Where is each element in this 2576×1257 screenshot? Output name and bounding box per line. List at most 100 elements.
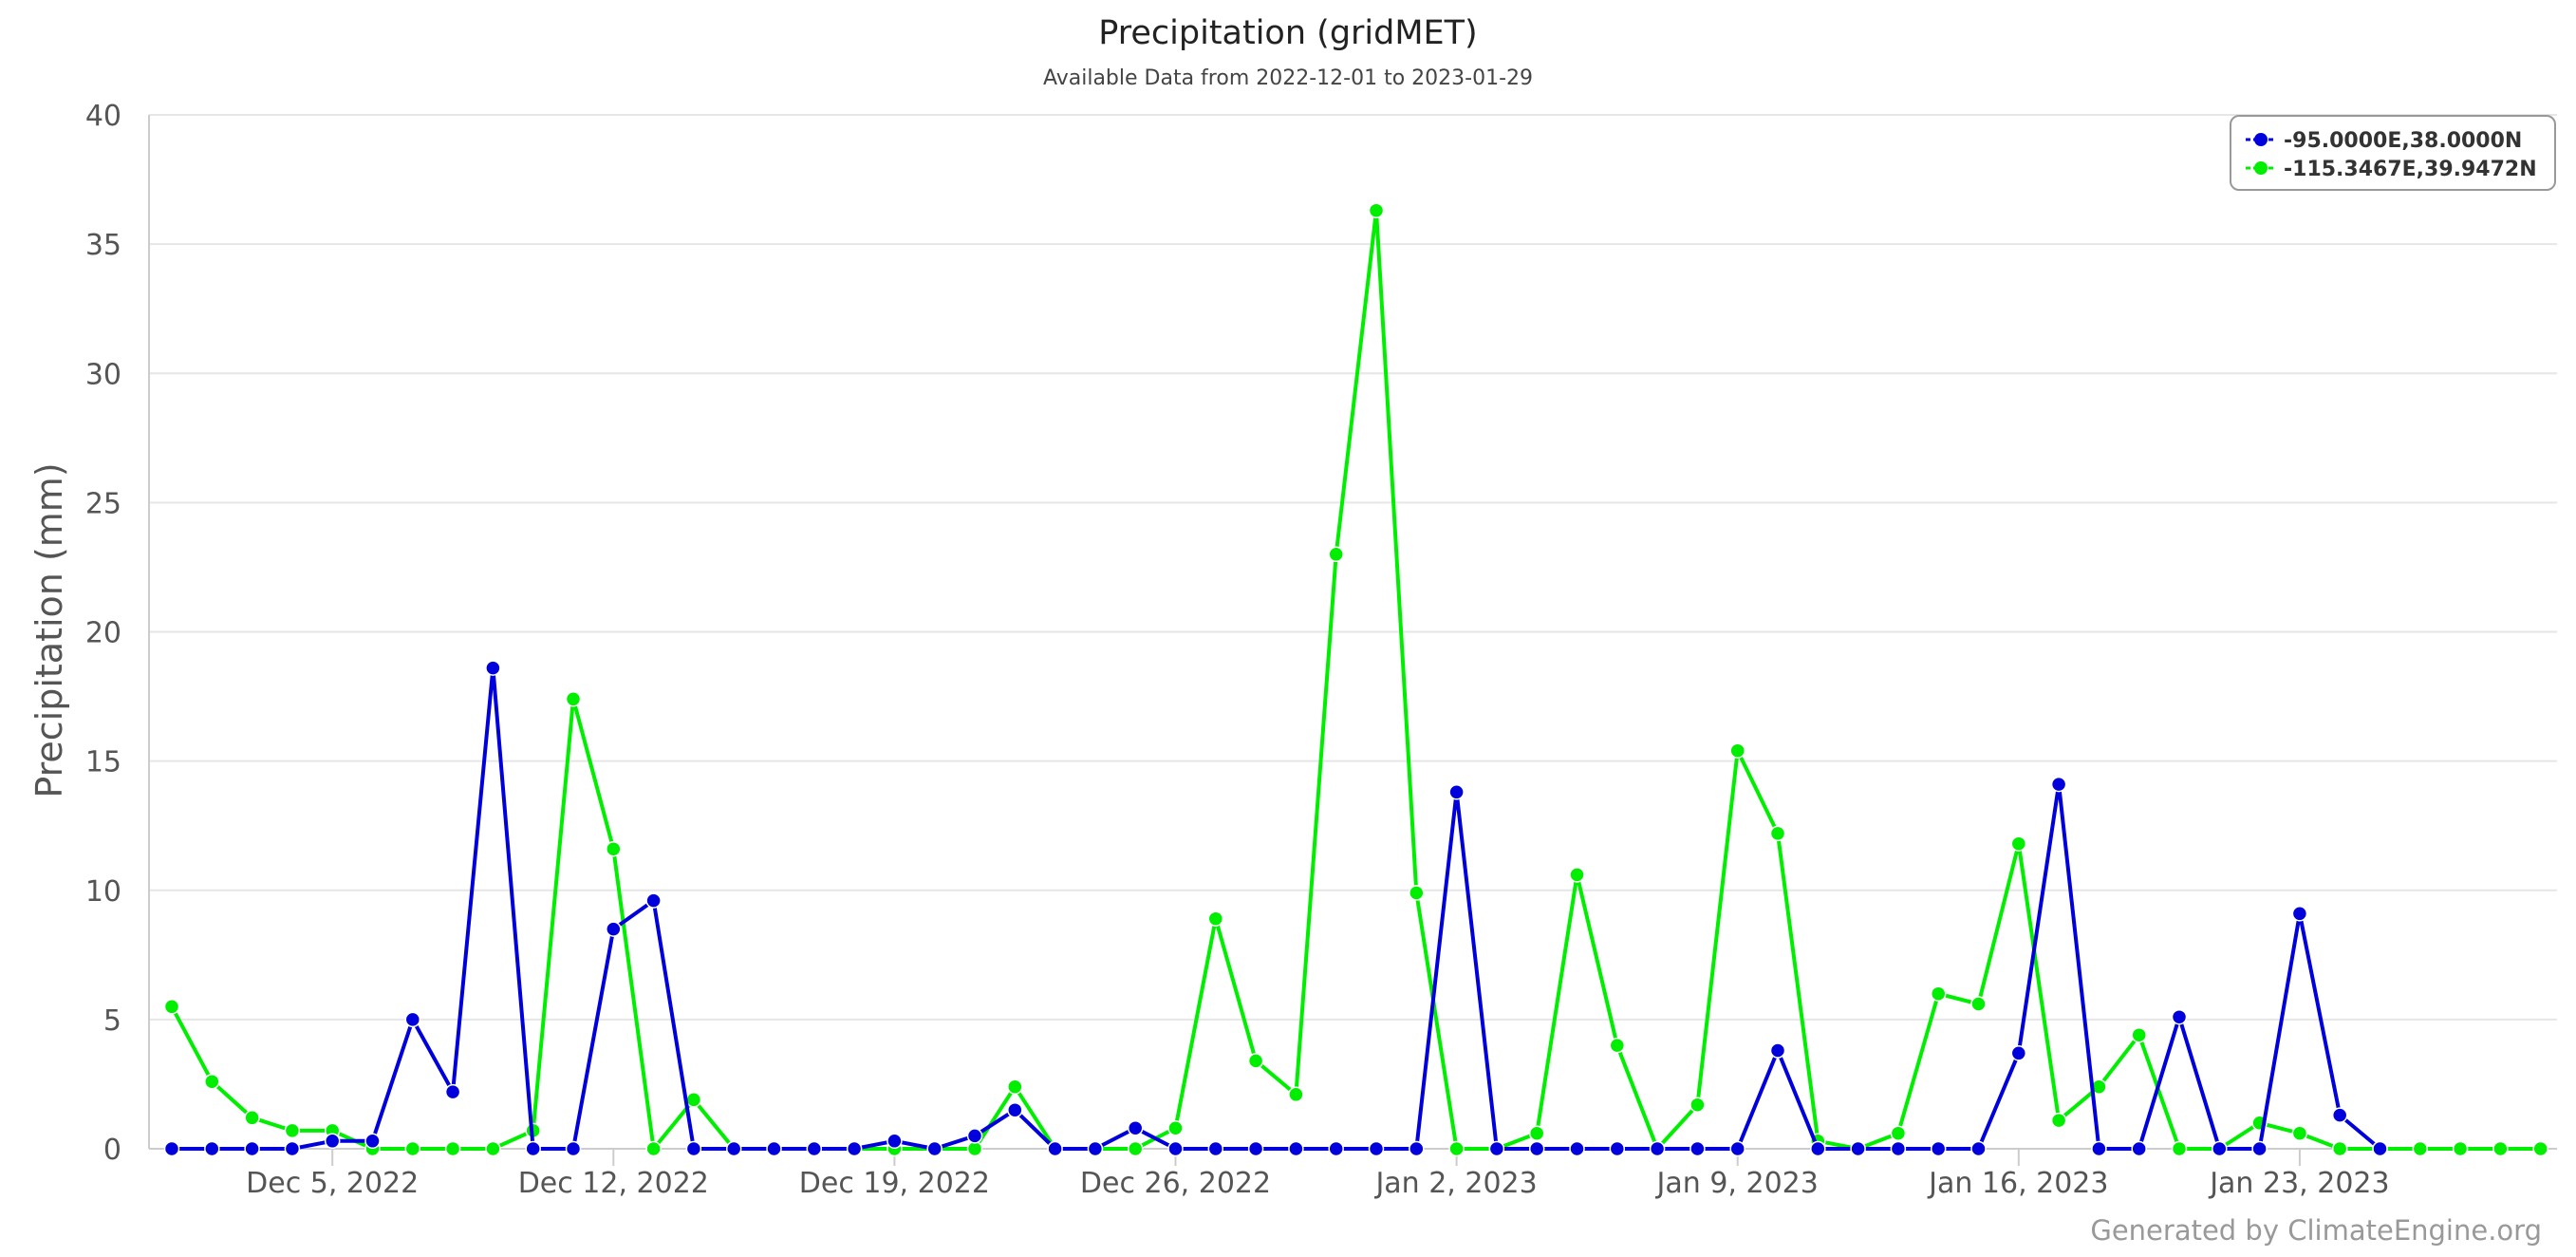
data-point (2050, 1112, 2067, 1129)
y-tick-label: 25 (85, 487, 121, 520)
data-point (2131, 1140, 2147, 1157)
data-point (244, 1110, 260, 1126)
data-point (685, 1140, 702, 1157)
data-point (404, 1140, 421, 1157)
y-tick-label: 30 (85, 358, 121, 391)
data-point (645, 1140, 662, 1157)
data-point (1247, 1140, 1264, 1157)
data-point (525, 1140, 541, 1157)
data-point (1930, 1140, 1947, 1157)
data-point (1528, 1125, 1545, 1141)
data-point (2171, 1008, 2188, 1025)
data-point (2331, 1140, 2348, 1157)
data-point (1167, 1140, 1184, 1157)
data-point (2452, 1140, 2469, 1157)
legend-symbol-marker (2254, 133, 2268, 146)
series-0 (163, 660, 2388, 1157)
data-point (1609, 1140, 1626, 1157)
credit-text[interactable]: Generated by ClimateEngine.org (2090, 1214, 2542, 1247)
legend-item[interactable]: -95.0000E,38.0000N (2246, 129, 2522, 153)
chart-title: Precipitation (gridMET) (1098, 14, 1477, 52)
data-point (2131, 1026, 2147, 1043)
data-point (846, 1140, 863, 1157)
data-point (1409, 885, 1425, 901)
x-axis-ticks: Dec 5, 2022 Dec 12, 2022 Dec 19, 2022 Dec 2… (246, 1149, 2390, 1200)
data-point (1328, 546, 1344, 563)
data-point (1528, 1140, 1545, 1157)
data-point (2412, 1140, 2429, 1157)
data-point (1368, 202, 1385, 218)
y-tick-label: 10 (85, 875, 121, 909)
data-point (1247, 1053, 1264, 1069)
data-point (1890, 1125, 1907, 1141)
series-layer (163, 202, 2548, 1157)
data-point (1087, 1140, 1104, 1157)
chart-subtitle: Available Data from 2022-12-01 to 2023-0… (1043, 66, 1533, 90)
data-point (1207, 910, 1224, 927)
data-point (606, 840, 622, 857)
data-point (685, 1092, 702, 1108)
y-axis-label: Precipitation (mm) (28, 462, 70, 797)
data-point (966, 1128, 983, 1144)
data-point (2291, 1125, 2308, 1141)
x-tick-label: Jan 2, 2023 (1373, 1167, 1537, 1200)
data-point (565, 1140, 582, 1157)
data-point (485, 660, 501, 676)
data-point (565, 691, 582, 707)
x-tick-label: Dec 19, 2022 (799, 1167, 990, 1200)
legend-item[interactable]: -115.3467E,39.9472N (2246, 158, 2537, 181)
data-point (1890, 1140, 1907, 1157)
data-point (1448, 784, 1465, 800)
data-point (926, 1140, 943, 1157)
data-point (1689, 1140, 1706, 1157)
data-point (1569, 867, 1585, 883)
data-point (1970, 1140, 1987, 1157)
data-point (1288, 1086, 1304, 1103)
legend[interactable]: -95.0000E,38.0000N -115.3467E,39.9472N (2230, 115, 2556, 191)
data-point (1167, 1119, 1184, 1136)
data-point (606, 921, 622, 937)
data-point (284, 1140, 301, 1157)
data-point (1288, 1140, 1304, 1157)
data-point (1328, 1140, 1344, 1157)
y-axis-ticks: 0 5 10 15 20 25 30 35 40 (85, 100, 121, 1167)
x-tick-label: Dec 26, 2022 (1080, 1167, 1271, 1200)
data-point (966, 1140, 983, 1157)
x-tick-label: Jan 16, 2023 (1927, 1167, 2108, 1200)
legend-label: -95.0000E,38.0000N (2284, 129, 2522, 153)
x-tick-label: Jan 9, 2023 (1655, 1167, 1819, 1200)
data-point (1448, 1140, 1465, 1157)
data-point (163, 1140, 180, 1157)
x-tick-label: Jan 23, 2023 (2208, 1167, 2389, 1200)
data-point (1569, 1140, 1585, 1157)
data-point (2212, 1140, 2228, 1157)
series-line (170, 208, 2541, 1151)
data-point (2251, 1140, 2268, 1157)
data-point (1609, 1037, 1626, 1054)
data-point (1127, 1140, 1144, 1157)
data-point (1970, 996, 1987, 1012)
y-tick-label: 0 (103, 1134, 121, 1167)
data-point (1729, 1140, 1745, 1157)
data-point (725, 1140, 742, 1157)
y-tick-label: 35 (85, 229, 121, 262)
data-point (2010, 835, 2027, 852)
data-point (2091, 1140, 2107, 1157)
data-point (284, 1122, 301, 1139)
data-point (887, 1133, 903, 1150)
data-point (2331, 1107, 2348, 1123)
data-point (766, 1140, 782, 1157)
data-point (2291, 906, 2308, 922)
data-point (1207, 1140, 1224, 1157)
data-point (244, 1140, 260, 1157)
y-tick-label: 40 (85, 100, 121, 133)
grid-lines (149, 114, 2557, 1021)
data-point (1810, 1140, 1826, 1157)
data-point (1769, 825, 1786, 842)
data-point (645, 892, 662, 909)
data-point (1930, 985, 1947, 1002)
data-point (444, 1140, 461, 1157)
data-point (324, 1133, 341, 1150)
